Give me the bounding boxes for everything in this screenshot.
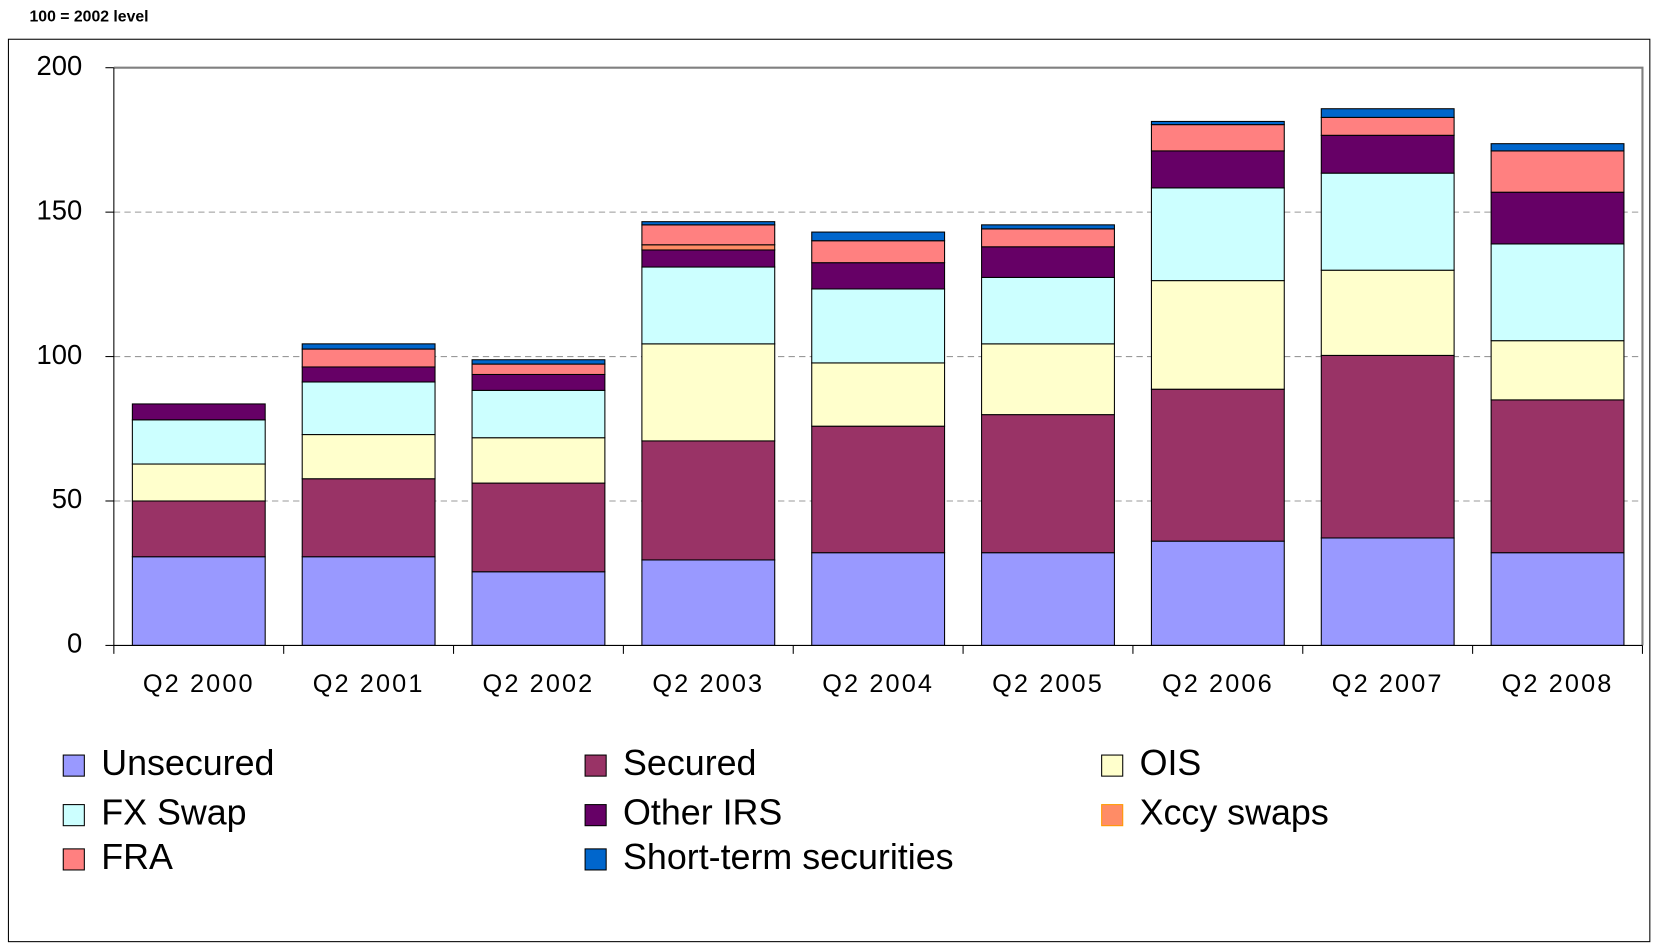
- x-tick-label: Q2 2003: [652, 670, 764, 698]
- y-tick-label: 100: [37, 339, 83, 370]
- bar-segment: [981, 343, 1115, 416]
- bar-segment: [641, 221, 776, 226]
- bar-segment: [641, 440, 776, 561]
- bar-segment: [131, 500, 266, 558]
- bar-segment: [471, 571, 606, 646]
- legend-swatch: [62, 754, 85, 777]
- bar-segment: [811, 552, 946, 646]
- bar-segment: [1320, 172, 1455, 271]
- legend-swatch: [1101, 804, 1124, 827]
- chart-frame: [7, 38, 1651, 943]
- bar-segment: [301, 366, 436, 383]
- x-tick-label: Q2 2001: [313, 670, 425, 698]
- y-tick-label: 50: [52, 483, 82, 514]
- legend-label: FX Swap: [101, 793, 246, 833]
- bar-segment: [641, 249, 776, 268]
- x-tick-label: Q2 2004: [822, 670, 934, 698]
- bar-segment: [811, 425, 946, 554]
- bar-segment: [471, 359, 606, 365]
- y-tick-label: 0: [67, 628, 82, 659]
- bar-segment: [471, 373, 606, 391]
- legend-label: Other IRS: [623, 793, 782, 833]
- subtitle: 100 = 2002 level: [30, 8, 149, 25]
- bar-segment: [301, 556, 436, 646]
- x-tick-label: Q2 2005: [992, 670, 1104, 698]
- x-tick-label: Q2 2008: [1502, 670, 1614, 698]
- bar-segment: [1150, 540, 1285, 646]
- bar-segment: [641, 244, 776, 251]
- bar-segment: [981, 414, 1115, 554]
- bar-segment: [1490, 399, 1625, 554]
- legend-label: Secured: [623, 743, 756, 783]
- x-tick-label: Q2 2007: [1332, 670, 1444, 698]
- bar-segment: [1320, 116, 1455, 136]
- bar-segment: [981, 224, 1115, 230]
- bar-segment: [1150, 388, 1285, 542]
- legend-swatch: [62, 804, 85, 827]
- bar-segment: [1320, 134, 1455, 174]
- plot-border: [113, 66, 1644, 646]
- bar-segment: [471, 482, 606, 573]
- bar-segment: [1320, 537, 1455, 646]
- legend-swatch: [584, 754, 607, 777]
- bar-segment: [641, 224, 776, 246]
- bar-segment: [811, 288, 946, 364]
- bar-segment: [641, 266, 776, 345]
- y-tick-label: 150: [37, 194, 83, 225]
- bar-segment: [641, 559, 776, 646]
- bar-segment: [1150, 124, 1285, 152]
- x-tick-label: Q2 2000: [143, 670, 255, 698]
- bar-segment: [1150, 120, 1285, 126]
- bar-segment: [301, 381, 436, 436]
- bar-segment: [1490, 552, 1625, 646]
- bar-segment: [1150, 187, 1285, 282]
- bar-segment: [471, 389, 606, 439]
- y-tick-label: 200: [37, 50, 83, 81]
- bar-segment: [1490, 143, 1625, 152]
- bar-segment: [981, 246, 1115, 278]
- bar-segment: [1320, 269, 1455, 356]
- bar-segment: [131, 556, 266, 646]
- bar-segment: [471, 437, 606, 484]
- bar-segment: [1320, 354, 1455, 539]
- bar-segment: [811, 240, 946, 264]
- bar-segment: [811, 362, 946, 427]
- bar-segment: [301, 343, 436, 350]
- bar-segment: [1490, 150, 1625, 193]
- bar-segment: [131, 463, 266, 502]
- legend-label: Short-term securities: [623, 837, 954, 877]
- legend-label: Unsecured: [101, 743, 274, 783]
- bar-segment: [981, 552, 1115, 646]
- bar-segment: [1150, 280, 1285, 390]
- bar-segment: [1150, 150, 1285, 189]
- bar-segment: [301, 434, 436, 480]
- x-tick-label: Q2 2006: [1162, 670, 1274, 698]
- bar-segment: [471, 363, 606, 376]
- legend-label: Xccy swaps: [1140, 793, 1329, 833]
- bar-segment: [301, 348, 436, 368]
- bar-segment: [131, 403, 266, 421]
- bar-segment: [1320, 108, 1455, 118]
- legend-swatch: [62, 848, 85, 871]
- bar-segment: [131, 419, 266, 465]
- bar-segment: [981, 276, 1115, 345]
- legend-label: FRA: [101, 837, 173, 877]
- bar-segment: [301, 478, 436, 558]
- bar-segment: [811, 262, 946, 290]
- legend-swatch: [584, 848, 607, 871]
- x-tick-label: Q2 2002: [483, 670, 595, 698]
- bar-segment: [641, 343, 776, 442]
- bar-segment: [1490, 191, 1625, 245]
- bar-segment: [981, 228, 1115, 248]
- legend-swatch: [1101, 754, 1124, 777]
- bar-segment: [1490, 340, 1625, 401]
- legend-label: OIS: [1140, 743, 1202, 783]
- legend-swatch: [584, 804, 607, 827]
- bar-segment: [1490, 243, 1625, 342]
- bar-segment: [811, 231, 946, 242]
